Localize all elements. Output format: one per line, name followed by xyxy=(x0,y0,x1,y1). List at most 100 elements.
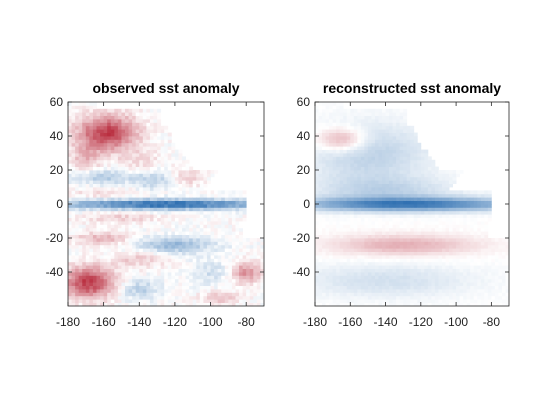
heatmap-cell xyxy=(171,261,176,266)
heatmap-cell xyxy=(178,292,183,297)
heatmap-cell xyxy=(167,227,172,232)
heatmap-cell xyxy=(438,285,443,290)
heatmap-cell xyxy=(210,200,215,205)
heatmap-cell xyxy=(417,214,422,218)
heatmap-cell xyxy=(75,261,80,266)
heatmap-cell xyxy=(139,163,144,167)
heatmap-cell xyxy=(406,173,411,178)
heatmap-cell xyxy=(332,251,337,256)
heatmap-cell xyxy=(420,214,425,218)
heatmap-cell xyxy=(399,190,404,195)
heatmap-cell xyxy=(171,238,176,242)
heatmap-cell xyxy=(318,299,323,303)
heatmap-cell xyxy=(424,285,429,290)
heatmap-cell xyxy=(315,176,319,181)
heatmap-cell xyxy=(117,108,122,113)
heatmap-cell xyxy=(382,142,386,147)
heatmap-cell xyxy=(410,139,415,144)
heatmap-cell xyxy=(424,251,429,256)
heatmap-cell xyxy=(231,299,236,303)
heatmap-cell xyxy=(410,163,415,167)
heatmap-cell xyxy=(329,163,334,167)
heatmap-cell xyxy=(121,173,126,178)
heatmap-cell xyxy=(157,244,162,249)
heatmap-cell xyxy=(164,173,169,178)
heatmap-cell xyxy=(322,238,326,242)
heatmap-cell xyxy=(477,244,482,249)
heatmap-cell xyxy=(343,285,348,290)
heatmap-cell xyxy=(214,251,219,256)
heatmap-cell xyxy=(427,210,432,215)
heatmap-cell xyxy=(445,183,450,188)
heatmap-cell xyxy=(406,231,411,235)
heatmap-cell xyxy=(185,272,190,276)
heatmap-cell xyxy=(82,258,87,263)
heatmap-cell xyxy=(75,217,80,222)
heatmap-cell xyxy=(353,248,358,252)
heatmap-cell xyxy=(420,217,425,222)
heatmap-cell xyxy=(403,132,408,137)
heatmap-cell xyxy=(445,285,450,290)
heatmap-cell xyxy=(71,163,76,167)
heatmap-cell xyxy=(403,244,408,249)
heatmap-cell xyxy=(360,204,365,208)
heatmap-cell xyxy=(463,275,468,280)
heatmap-cell xyxy=(315,248,319,252)
heatmap-cell xyxy=(153,156,158,161)
heatmap-cell xyxy=(185,292,190,297)
heatmap-cell xyxy=(121,241,126,246)
heatmap-cell xyxy=(135,180,140,184)
heatmap-cell xyxy=(332,248,337,252)
heatmap-cell xyxy=(399,187,404,191)
heatmap-cell xyxy=(332,183,337,188)
heatmap-cell xyxy=(160,136,165,140)
heatmap-cell xyxy=(463,214,468,218)
heatmap-cell xyxy=(459,210,464,215)
heatmap-cell xyxy=(142,227,147,232)
heatmap-cell xyxy=(210,173,215,178)
heatmap-cell xyxy=(85,261,90,266)
heatmap-cell xyxy=(322,115,326,120)
heatmap-cell xyxy=(396,299,401,303)
heatmap-cell xyxy=(374,200,379,205)
heatmap-cell xyxy=(346,292,351,297)
heatmap-cell xyxy=(153,241,158,246)
heatmap-cell xyxy=(239,227,244,232)
heatmap-cell xyxy=(174,224,179,229)
heatmap-cell xyxy=(445,275,450,280)
heatmap-cell xyxy=(350,119,355,123)
heatmap-cell xyxy=(217,292,222,297)
heatmap-cell xyxy=(157,149,162,154)
heatmap-cell xyxy=(318,112,323,116)
heatmap-cell xyxy=(121,139,126,144)
heatmap-cell xyxy=(82,302,87,307)
heatmap-cell xyxy=(413,200,418,205)
heatmap-cell xyxy=(336,122,341,127)
heatmap-cell xyxy=(336,173,341,178)
heatmap-cell xyxy=(420,170,425,174)
heatmap-cell xyxy=(128,214,133,218)
heatmap-cell xyxy=(142,132,147,137)
heatmap-cell xyxy=(231,241,236,246)
heatmap-cell xyxy=(459,302,464,307)
heatmap-cell xyxy=(318,125,323,130)
heatmap-cell xyxy=(217,217,222,222)
heatmap-cell xyxy=(164,153,169,157)
heatmap-cell xyxy=(217,251,222,256)
heatmap-cell xyxy=(178,248,183,252)
heatmap-cell xyxy=(466,289,471,293)
heatmap-cell xyxy=(329,255,334,259)
heatmap-cell xyxy=(360,183,365,188)
heatmap-cell xyxy=(75,241,80,246)
heatmap-cell xyxy=(210,197,215,201)
heatmap-cell xyxy=(139,272,144,276)
heatmap-cell xyxy=(164,234,169,239)
heatmap-cell xyxy=(367,302,372,307)
heatmap-cell xyxy=(114,156,119,161)
heatmap-cell xyxy=(332,122,337,127)
heatmap-cell xyxy=(192,261,197,266)
heatmap-cell xyxy=(82,241,87,246)
heatmap-cell xyxy=(410,159,415,164)
heatmap-cell xyxy=(470,292,475,297)
heatmap-cell xyxy=(89,231,94,235)
